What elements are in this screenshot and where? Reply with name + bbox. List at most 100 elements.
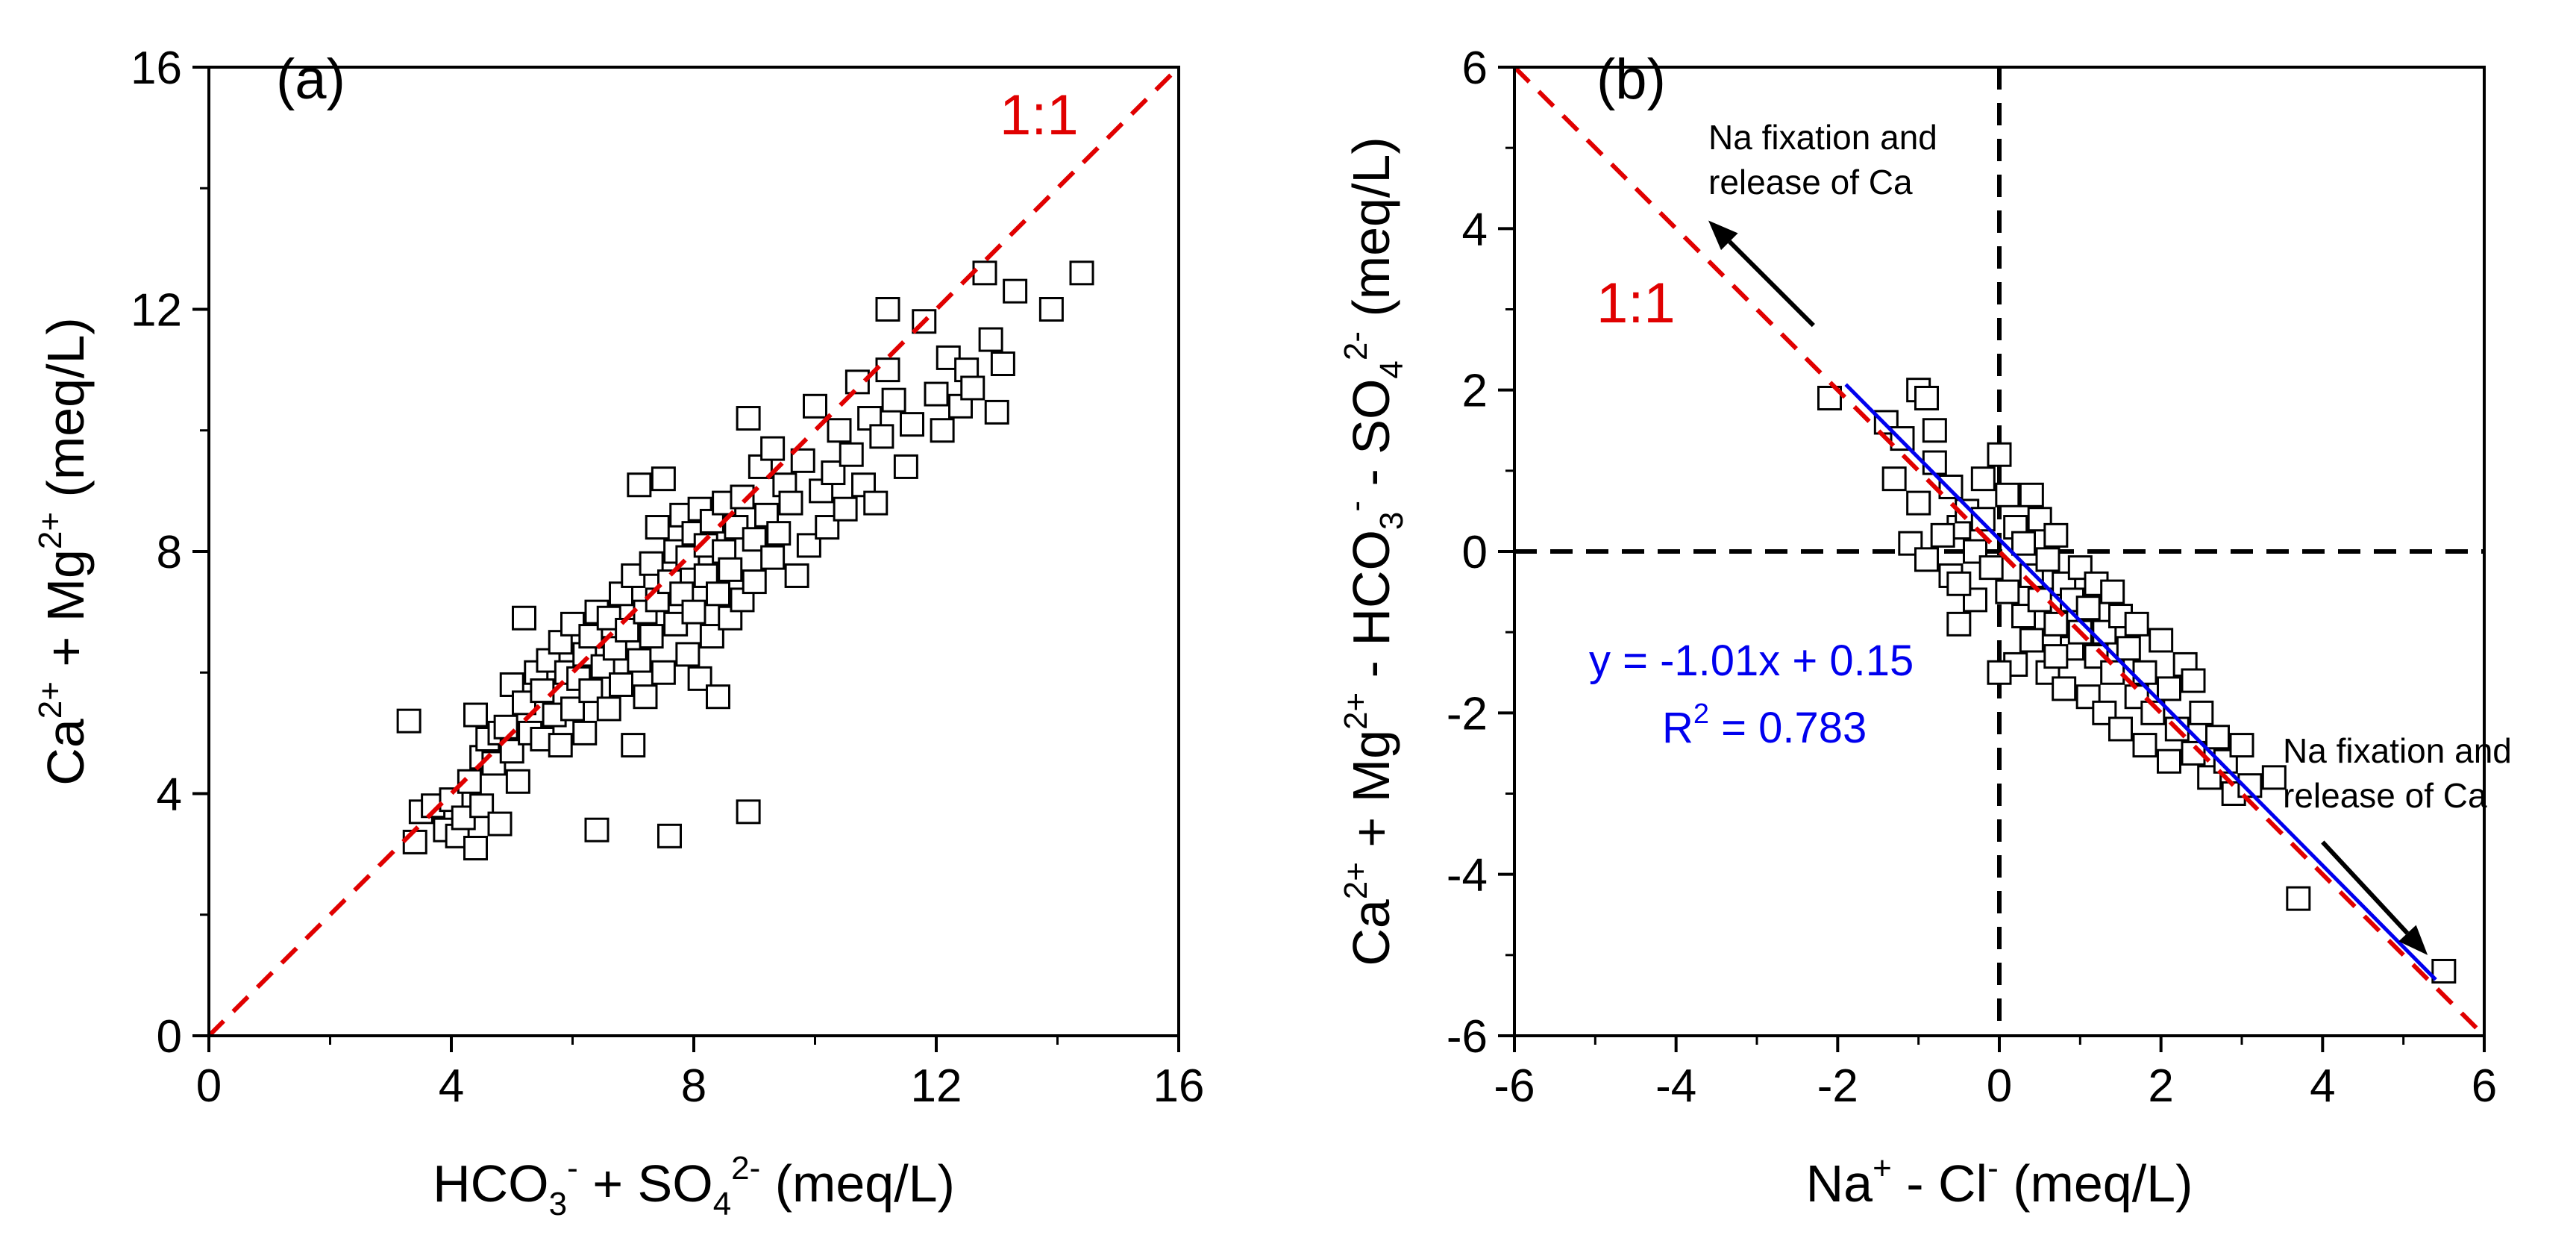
- data-point: [572, 720, 598, 745]
- data-point: [881, 387, 906, 413]
- y-tick-label: 8: [157, 527, 182, 578]
- data-point: [790, 448, 815, 473]
- data-point: [900, 412, 924, 437]
- annotation-arrow-shaft: [1728, 240, 1815, 328]
- data-point: [1970, 507, 1996, 532]
- panel-a-y-ticks: 0 4 8 12 16: [131, 43, 209, 1063]
- y-tick-label: 0: [157, 1011, 182, 1063]
- panel-a-marks: [207, 65, 1181, 1038]
- panel-a-y-axis-title: Ca2+ + Mg2+ (meq/L): [32, 317, 95, 785]
- data-point: [984, 399, 1009, 425]
- data-point: [863, 490, 889, 516]
- x-tick-label: 0: [1987, 1060, 2012, 1112]
- data-point: [1914, 385, 1939, 410]
- annotation-arrow-head: [1708, 220, 1738, 251]
- b-fit-line: [1844, 383, 2437, 981]
- data-point: [990, 351, 1015, 377]
- data-point: [548, 733, 573, 758]
- data-point: [463, 702, 488, 728]
- data-point: [639, 624, 664, 649]
- annotation-upper-line2: release of Ca: [1708, 163, 1913, 201]
- data-point: [1922, 450, 1947, 475]
- data-point: [2075, 595, 2101, 621]
- data-point: [2019, 482, 2044, 507]
- y-tick-label: 2: [1462, 366, 1488, 417]
- data-point: [2124, 611, 2149, 637]
- data-point: [596, 696, 621, 722]
- data-point: [2100, 660, 2125, 685]
- panel-a: 0 4 8 12 16 0 4 8 12 16 (a) 1:1 HCO3- + SO42- (m…: [32, 43, 1204, 1222]
- data-point: [736, 799, 761, 825]
- panel-a-x-ticks: 0 4 8 12 16: [196, 1036, 1204, 1112]
- data-point: [2157, 748, 2181, 774]
- x-tick-label: -2: [1817, 1060, 1858, 1112]
- data-point: [875, 357, 900, 383]
- panel-b: -6 -4 -2 0 2 4 6 -6 -4 -2 0 2 4 6 (b) 1:1 Na fixatio…: [1338, 43, 2512, 1213]
- y-tick-label: 4: [1462, 204, 1488, 255]
- data-point: [2100, 579, 2125, 604]
- annotation-upper-line1: Na fixation and: [1708, 118, 1937, 157]
- data-point: [2092, 700, 2117, 725]
- data-point: [827, 418, 852, 443]
- data-point: [2043, 644, 2069, 669]
- data-point: [1890, 426, 1915, 451]
- data-point: [627, 648, 652, 673]
- data-point: [972, 260, 997, 286]
- data-point: [1906, 490, 1931, 516]
- data-point: [1069, 260, 1094, 286]
- data-point: [1003, 278, 1028, 304]
- panel-a-label: (a): [276, 48, 345, 111]
- x-tick-label: -4: [1655, 1060, 1696, 1112]
- panel-a-x-axis-title: HCO3- + SO42- (meq/L): [433, 1150, 955, 1222]
- data-point: [2027, 587, 2052, 613]
- data-point: [2261, 765, 2287, 790]
- data-point: [1881, 466, 1907, 492]
- data-point: [742, 569, 767, 595]
- fit-equation: y = -1.01x + 0.15: [1589, 637, 1914, 685]
- panel-b-ref-line-label: 1:1: [1596, 272, 1676, 335]
- y-tick-label: -6: [1447, 1011, 1488, 1063]
- x-tick-label: 2: [2148, 1060, 2173, 1112]
- data-point: [396, 708, 422, 734]
- data-point: [512, 605, 536, 631]
- annotation-arrow-head: [2398, 925, 2428, 955]
- data-point: [893, 454, 918, 479]
- data-point: [978, 327, 1003, 352]
- data-point: [1946, 571, 1972, 596]
- data-point: [651, 466, 676, 492]
- data-point: [1995, 482, 2020, 507]
- data-point: [675, 642, 701, 667]
- data-point: [736, 406, 761, 431]
- fit-r-squared: R2 = 0.783: [1662, 698, 1867, 752]
- data-point: [1038, 297, 1064, 322]
- panel-b-y-axis-title: Ca2+ + Mg2+ - HCO3- - SO42- (meq/L): [1338, 137, 1410, 966]
- annotation-arrow-shaft: [2321, 840, 2410, 935]
- data-point: [487, 811, 513, 837]
- data-point: [1970, 466, 1996, 492]
- panel-b-y-ticks: -6 -4 -2 0 2 4 6: [1447, 43, 1514, 1063]
- y-tick-label: -4: [1447, 850, 1488, 901]
- panel-a-ref-line-label: 1:1: [1000, 84, 1079, 147]
- data-point: [1938, 474, 1964, 499]
- data-point: [2052, 676, 2077, 701]
- data-point: [2043, 611, 2069, 637]
- a-reference-line: [207, 65, 1181, 1038]
- data-point: [609, 672, 633, 697]
- data-point: [651, 660, 676, 685]
- data-point: [760, 545, 786, 570]
- y-tick-label: 12: [131, 285, 182, 337]
- data-point: [1930, 522, 1955, 548]
- y-tick-label: 4: [157, 769, 182, 821]
- data-point: [584, 817, 609, 842]
- data-point: [2035, 547, 2061, 572]
- y-tick-label: 6: [1462, 43, 1488, 94]
- data-point: [2149, 628, 2174, 653]
- data-point: [633, 684, 658, 710]
- panel-b-label: (b): [1596, 48, 1666, 111]
- data-point: [784, 563, 809, 588]
- data-point: [930, 418, 955, 443]
- data-point: [875, 297, 900, 322]
- data-point: [815, 515, 840, 540]
- data-point: [2205, 725, 2230, 750]
